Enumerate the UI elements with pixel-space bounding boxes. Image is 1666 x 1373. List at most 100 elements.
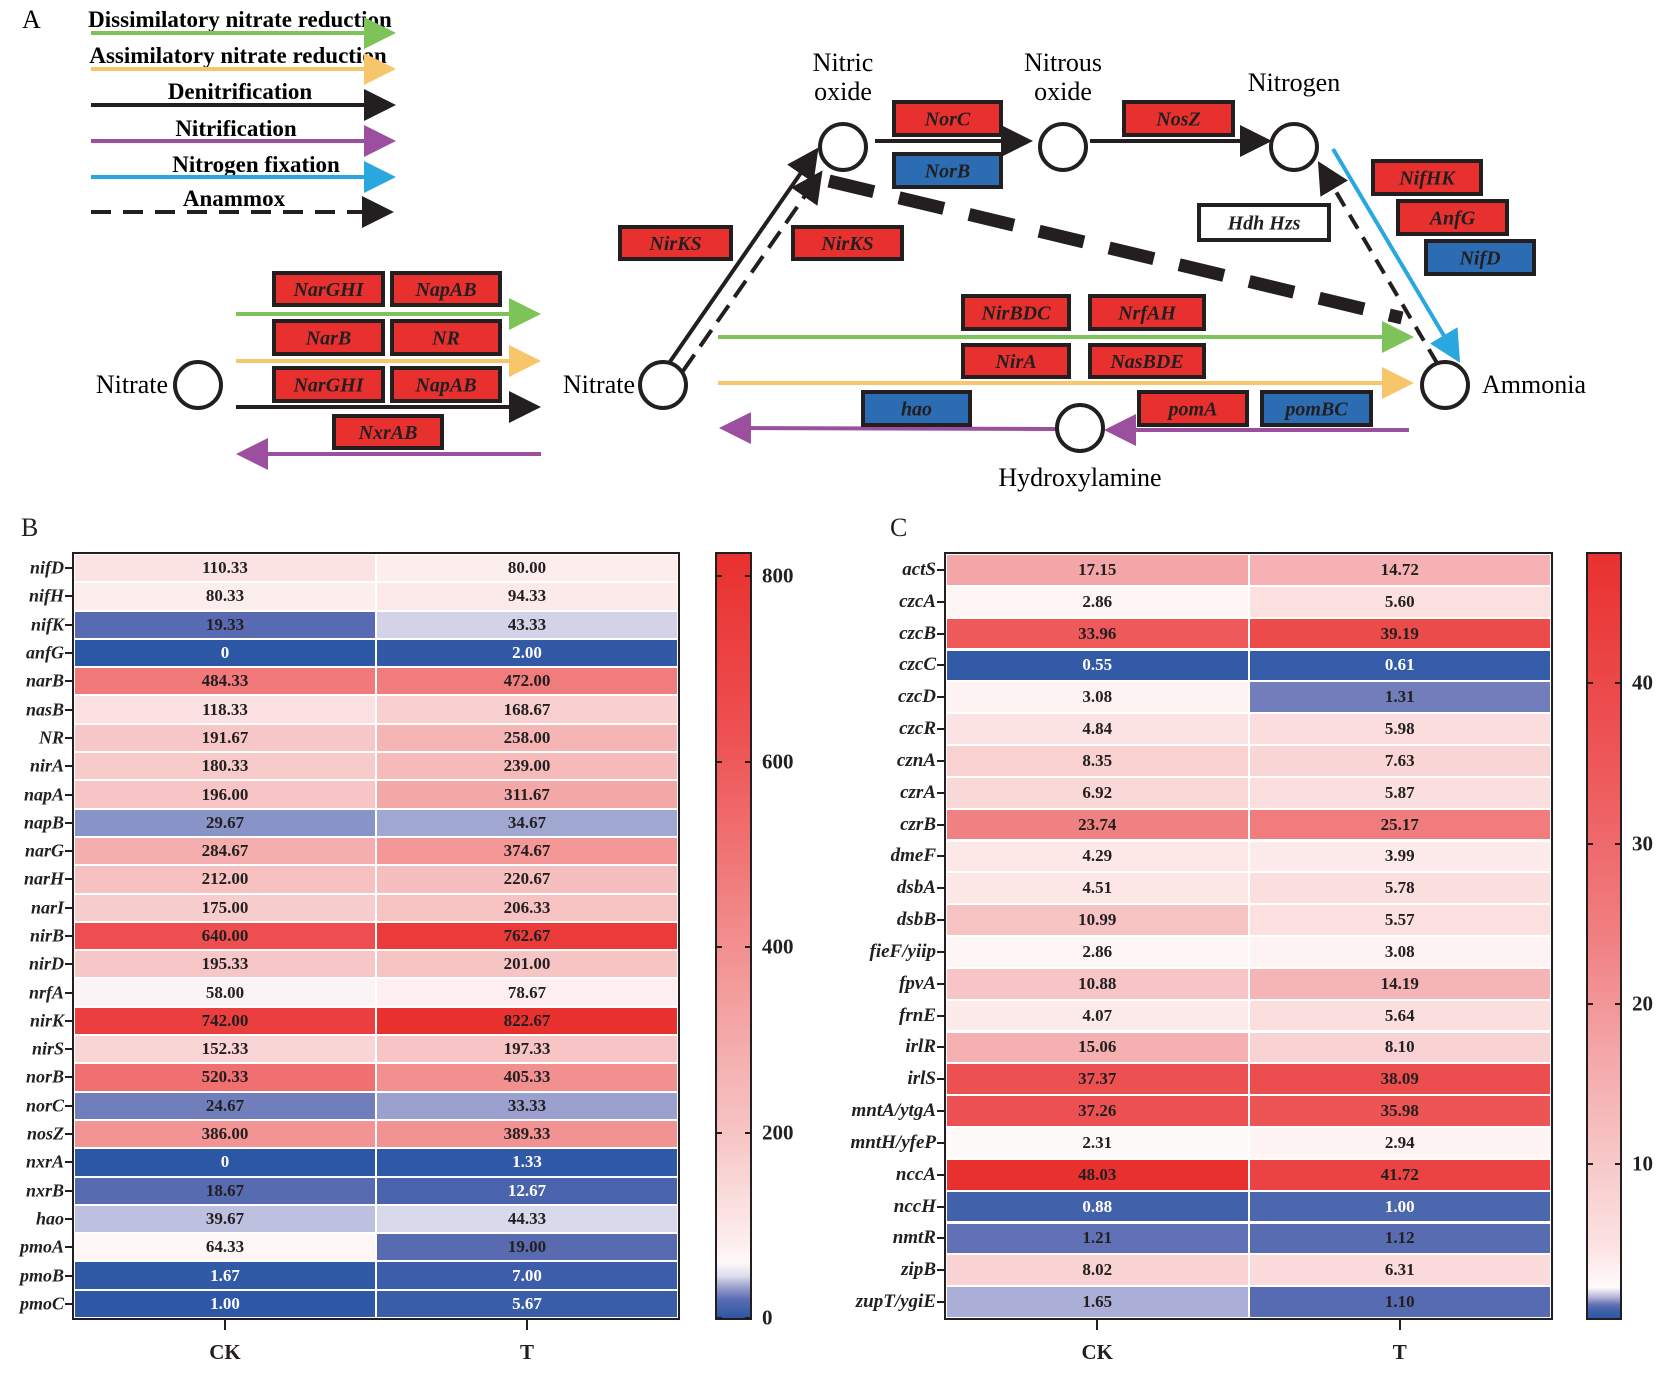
heatmap-cell: 8.10 [1248,1031,1551,1064]
row-label: czrB [900,813,936,835]
node-label-hydroxylamine: Hydroxylamine [998,463,1161,492]
gene-box-label: pomA [1167,399,1218,421]
heatmap-cell: 4.07 [946,999,1249,1032]
node-label-nitrate: Nitrate [563,370,635,399]
heatmap-cell: 1.00 [1248,1190,1551,1223]
heatmap-cell: 33.33 [376,1091,678,1120]
heatmap-cell: 180.33 [74,752,376,781]
heatmap-cell: 2.31 [946,1127,1249,1159]
row-label: irlS [907,1068,936,1090]
heatmap-cell: 2.86 [946,585,1249,618]
row-label: anfG [25,642,64,663]
heatmap-cell: 78.67 [376,978,678,1007]
heatmap-cell: 191.67 [74,723,376,753]
row-label: fpvA [899,972,936,994]
gene-box-fill [390,319,502,356]
gene-box-fill [272,271,385,307]
node-label-nitrous-oxide-1: Nitrous [1024,48,1102,77]
gene-box-label: NarGHI [292,375,364,397]
gene-box-norb: NorB [892,152,1003,189]
row-tick [937,696,944,699]
colorbar-tick-label: 600 [762,749,794,774]
colorbar-tick-mark [717,575,722,578]
gene-box-poma: pomA [1137,390,1249,427]
row-label: narB [25,670,64,691]
gene-box-narghi-2: NarGHI [272,366,385,403]
heatmap-cell: 38.09 [1248,1063,1551,1096]
row-label: nxrA [25,1151,64,1172]
colorbar-tick-mark [717,1131,722,1134]
gene-box-label: NosZ [1155,109,1200,131]
row-label: nccH [893,1195,936,1217]
gene-box-label: NxrAB [358,422,418,444]
row-tick [65,1274,72,1277]
heatmap-cell: 2.86 [946,936,1249,968]
heatmap-cell: 4.84 [946,713,1249,745]
heatmap-cell: 389.33 [376,1119,678,1149]
row-tick [937,1237,944,1240]
heatmap-cell: 0.88 [946,1190,1249,1223]
heatmap-cell: 6.92 [946,776,1249,809]
colorbar-tick-mark [1588,1163,1593,1166]
heatmap-cell: 1.12 [1248,1222,1551,1255]
gene-box-fill [390,271,502,307]
gene-box-narb: NarB [272,319,385,356]
gene-box-label: NasBDE [1109,351,1183,373]
row-label: nifH [28,585,64,606]
gene-box-nr: NR [390,319,502,356]
node-nitrate [638,360,688,410]
row-tick [65,1104,72,1107]
colorbar-tick-mark [717,946,722,949]
arrow-anammox-ammonia-n2 [1317,161,1439,365]
heatmap-cell: 4.51 [946,872,1249,905]
row-label: czcC [899,654,936,676]
heatmap-cell: 2.00 [376,638,678,668]
row-tick [937,664,944,667]
heatmap-cell: 14.72 [1248,554,1551,586]
heatmap-cell: 3.08 [946,681,1249,714]
heatmap-cell: 0 [74,638,376,668]
row-tick [65,595,72,598]
row-label: nifD [29,557,64,578]
node-label-nitrate-left: Nitrate [96,370,168,399]
node-label-nitrogen: Nitrogen [1248,68,1340,97]
heatmap-cell: 5.67 [376,1289,678,1318]
row-tick [65,708,72,711]
gene-box-label: NapAB [414,279,476,301]
heatmap-cell: 64.33 [74,1233,376,1262]
row-label: czrA [900,781,936,803]
row-label: nirD [28,953,64,974]
row-label: czcA [899,590,936,612]
gene-box-nirks-2: NirKS [791,225,904,261]
column-label-t: T [519,1340,535,1364]
gene-box-fill [1137,390,1249,427]
heatmap-cell: 6.31 [1248,1254,1551,1287]
colorbar-c [1586,552,1622,1320]
heatmap-cell: 35.98 [1248,1095,1551,1127]
row-tick [937,791,944,794]
heatmap-cell: 195.33 [74,950,376,979]
gene-box-norc: NorC [892,100,1003,137]
heatmap-cell: 311.67 [376,780,678,809]
heatmap-c: 17.15 14.72 2.86 5.60 33.96 39.19 0.55 0.61 3.08… [944,552,1553,1320]
gene-box-label: NirKS [820,233,873,255]
row-label: pmoC [19,1293,64,1314]
row-tick [65,680,72,683]
gene-box-label: Hdh Hzs [1227,213,1301,235]
row-tick [937,823,944,826]
heatmap-cell: 1.00 [74,1289,376,1318]
colorbar-tick-mark [745,1317,750,1319]
row-tick [937,600,944,603]
heatmap-cell: 48.03 [946,1158,1249,1191]
row-label: nosZ [26,1123,64,1144]
heatmap-cell: 258.00 [376,723,678,753]
heatmap-cell: 386.00 [74,1119,376,1149]
gene-box-label: NapAB [414,375,476,397]
heatmap-cell: 212.00 [74,865,376,894]
colorbar-tick-label: 800 [762,563,794,588]
heatmap-cell: 822.67 [376,1006,678,1036]
heatmap-cell: 8.02 [946,1254,1249,1287]
colorbar-tick-label: 400 [762,934,794,959]
row-tick [65,1302,72,1305]
row-tick [65,1048,72,1051]
